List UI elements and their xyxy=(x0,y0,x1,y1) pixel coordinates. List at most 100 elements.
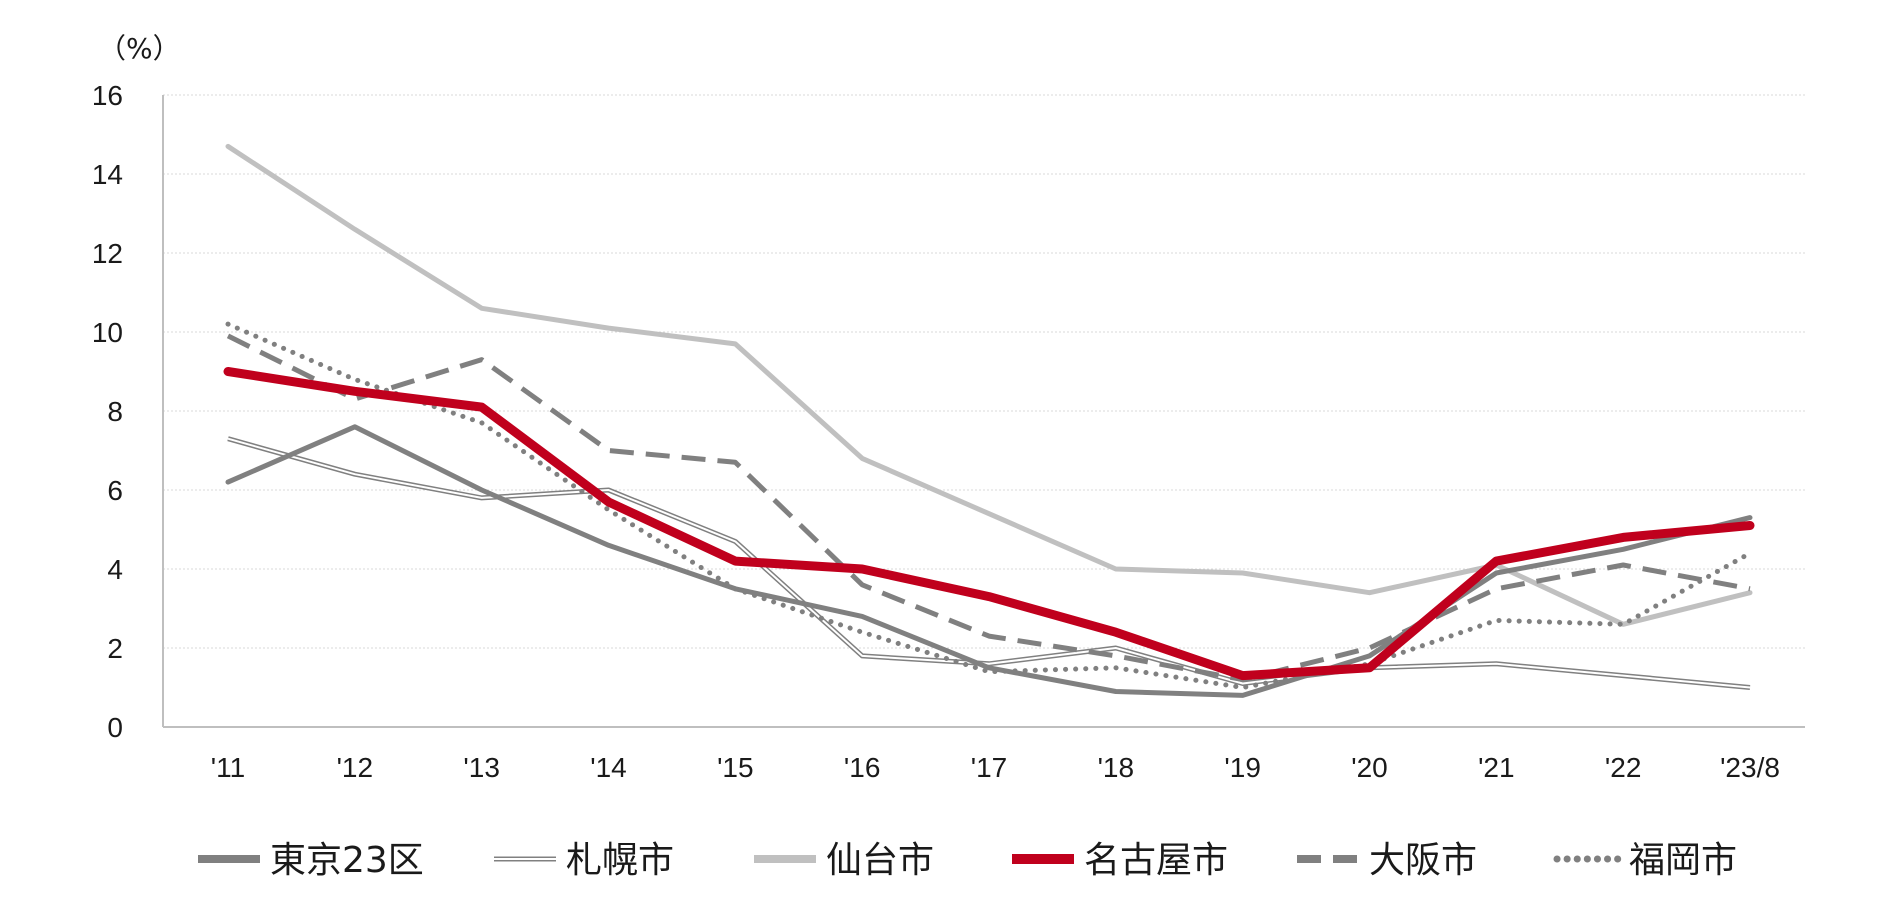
data-point xyxy=(1113,688,1119,694)
data-point xyxy=(1747,586,1753,592)
series-lines xyxy=(223,143,1755,698)
data-point xyxy=(859,582,865,588)
y-tick-label: 14 xyxy=(92,159,123,190)
data-point xyxy=(352,424,358,430)
x-tick-label: '12 xyxy=(337,752,374,783)
data-point xyxy=(1240,692,1246,698)
data-point xyxy=(352,226,358,232)
x-tick-label: '15 xyxy=(717,752,754,783)
data-point xyxy=(606,487,612,493)
axes xyxy=(162,95,1805,728)
data-point xyxy=(606,325,612,331)
data-point xyxy=(859,653,865,659)
data-point xyxy=(1747,685,1753,691)
y-unit-label: （%） xyxy=(98,32,181,65)
data-point xyxy=(1240,685,1246,691)
data-point xyxy=(225,436,231,442)
data-point xyxy=(1747,515,1753,521)
data-point xyxy=(732,558,738,564)
y-tick-label: 12 xyxy=(92,238,123,269)
data-point xyxy=(1493,617,1499,623)
data-point xyxy=(859,613,865,619)
data-point xyxy=(1620,621,1626,627)
data-point xyxy=(352,376,358,382)
x-tick-label: '19 xyxy=(1224,752,1261,783)
data-point xyxy=(352,388,358,394)
series-line-3 xyxy=(223,367,1755,681)
legend-label: 福岡市 xyxy=(1629,840,1737,881)
data-point xyxy=(986,633,992,639)
data-point xyxy=(225,369,231,375)
legend: 東京23区 札幌市 仙台市 名古屋市 大阪市 福岡市 xyxy=(198,840,1737,881)
legend-item-3: 名古屋市 xyxy=(1012,840,1228,881)
legend-label: 名古屋市 xyxy=(1084,840,1228,881)
legend-label: 東京23区 xyxy=(270,840,424,881)
data-point xyxy=(479,487,485,493)
data-point xyxy=(1493,586,1499,592)
legend-item-4: 大阪市 xyxy=(1297,840,1477,881)
y-tick-label: 6 xyxy=(107,475,123,506)
y-tick-labels: 0 2 4 6 8 10 12 14 16 xyxy=(92,80,123,743)
data-point xyxy=(352,471,358,477)
x-tick-label: '11 xyxy=(211,752,245,783)
data-point xyxy=(225,479,231,485)
y-tick-label: 8 xyxy=(107,396,123,427)
data-point xyxy=(479,305,485,311)
data-point xyxy=(859,566,865,572)
series-line-5 xyxy=(225,321,1753,690)
legend-label: 大阪市 xyxy=(1369,840,1477,881)
legend-item-2: 仙台市 xyxy=(754,840,934,881)
data-point xyxy=(986,511,992,517)
series-line-4 xyxy=(225,333,1753,683)
data-point xyxy=(859,455,865,461)
legend-label: 札幌市 xyxy=(566,840,674,881)
y-tick-label: 2 xyxy=(107,633,123,664)
data-point xyxy=(479,357,485,363)
data-point xyxy=(1113,665,1119,671)
x-tick-label: '17 xyxy=(971,752,1008,783)
legend-label: 仙台市 xyxy=(826,840,934,881)
y-tick-label: 16 xyxy=(92,80,123,111)
data-point xyxy=(1620,546,1626,552)
data-point xyxy=(479,404,485,410)
data-point xyxy=(1747,550,1753,556)
x-tick-label: '22 xyxy=(1605,752,1642,783)
x-tick-label: '20 xyxy=(1351,752,1388,783)
y-tick-label: 10 xyxy=(92,317,123,348)
data-point xyxy=(1747,523,1753,529)
data-point xyxy=(606,448,612,454)
data-point xyxy=(1620,673,1626,679)
x-tick-label: '18 xyxy=(1098,752,1135,783)
series-line-1 xyxy=(225,436,1753,691)
data-point xyxy=(1113,629,1119,635)
x-tick-label: '21 xyxy=(1478,752,1515,783)
data-point xyxy=(1493,570,1499,576)
data-point xyxy=(225,333,231,339)
data-point xyxy=(1620,534,1626,540)
x-tick-label: '14 xyxy=(590,752,627,783)
data-point xyxy=(1113,653,1119,659)
data-point xyxy=(1367,653,1373,659)
data-point xyxy=(732,341,738,347)
x-tick-labels: '11 '12 '13 '14 '15 '16 '17 '18 '19 '20 '21 '22 '23/… xyxy=(211,752,1780,783)
data-point xyxy=(1620,562,1626,568)
x-tick-label: '13 xyxy=(463,752,500,783)
data-point xyxy=(606,542,612,548)
data-point xyxy=(732,586,738,592)
data-point xyxy=(1367,645,1373,651)
legend-item-0: 東京23区 xyxy=(198,840,424,881)
data-point xyxy=(1240,570,1246,576)
series-line-0 xyxy=(225,424,1753,698)
data-point xyxy=(986,669,992,675)
x-tick-label: '16 xyxy=(844,752,881,783)
data-point xyxy=(225,143,231,149)
data-point xyxy=(1493,661,1499,667)
x-tick-label: '23/8 xyxy=(1720,752,1780,783)
data-point xyxy=(1367,590,1373,596)
y-tick-label: 0 xyxy=(107,712,123,743)
data-point xyxy=(859,629,865,635)
legend-item-1: 札幌市 xyxy=(494,840,674,881)
data-point xyxy=(606,499,612,505)
data-point xyxy=(479,420,485,426)
